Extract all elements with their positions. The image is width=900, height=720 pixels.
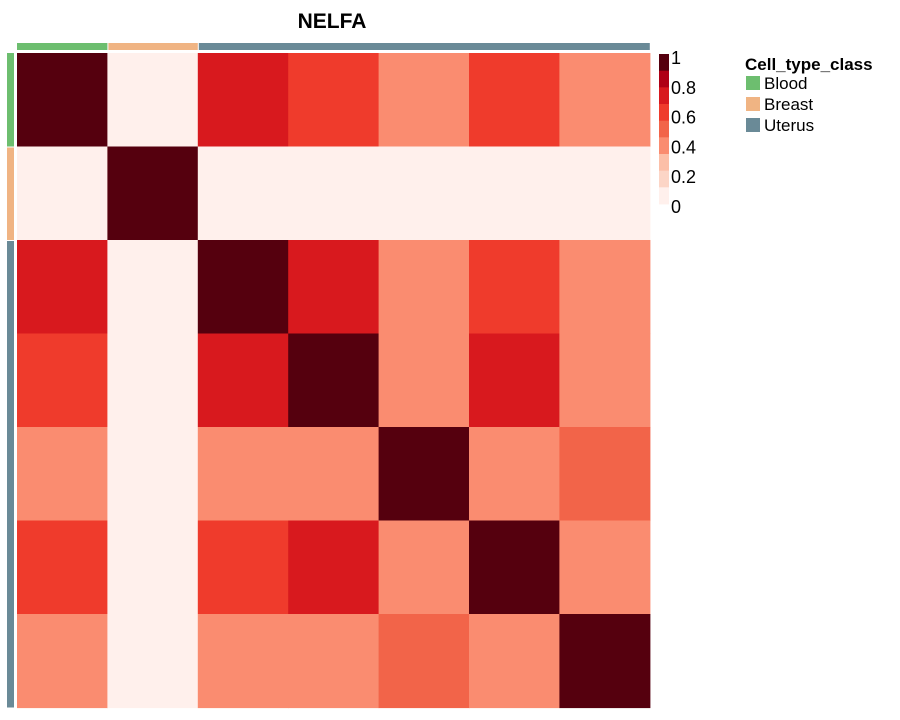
heatmap-cell-r7-c1 bbox=[17, 614, 108, 709]
heatmap-cell-r4-c6 bbox=[469, 333, 560, 428]
heatmap-cell-r4-c7 bbox=[559, 333, 651, 428]
heatmap-cell-r3-c1 bbox=[17, 240, 108, 335]
heatmap-cell-r1-c4 bbox=[288, 53, 380, 148]
heatmap-cell-r5-c6 bbox=[469, 427, 560, 522]
heatmap-cell-r5-c1 bbox=[17, 427, 108, 522]
heatmap-cell-r5-c2 bbox=[107, 427, 199, 522]
heatmap-cell-r6-c4 bbox=[288, 520, 380, 615]
heatmap-cell-r5-c5 bbox=[378, 427, 470, 522]
class-legend-title: Cell_type_class bbox=[745, 55, 873, 74]
heatmap-cell-r1-c2 bbox=[107, 53, 199, 148]
heatmap-cell-r2-c3 bbox=[197, 146, 289, 241]
column-annotation-bar bbox=[17, 43, 650, 50]
color-legend-tick: 0 bbox=[671, 197, 681, 217]
color-legend-swatch bbox=[659, 187, 669, 205]
color-legend-tick: 0.8 bbox=[671, 78, 696, 98]
heatmap-cell-r2-c6 bbox=[469, 146, 560, 241]
class-legend-label-blood: Blood bbox=[764, 74, 807, 93]
heatmap-cell-r2-c4 bbox=[288, 146, 380, 241]
chart-title: NELFA bbox=[298, 10, 367, 33]
color-legend: 1 0.8 0.6 0.4 0.2 0 bbox=[659, 48, 696, 217]
heatmap-cell-r6-c5 bbox=[378, 520, 470, 615]
heatmap-cell-r4-c1 bbox=[17, 333, 108, 428]
heatmap-cell-r3-c6 bbox=[469, 240, 560, 335]
heatmap-cell-r3-c5 bbox=[378, 240, 470, 335]
heatmap-cell-r6-c3 bbox=[197, 520, 289, 615]
row-annotation-breast bbox=[7, 147, 14, 240]
class-legend-swatch-breast bbox=[746, 97, 760, 111]
column-annotation-blood bbox=[17, 43, 108, 50]
heatmap-cell-r2-c2 bbox=[107, 146, 199, 241]
heatmap-cell-r1-c6 bbox=[469, 53, 560, 148]
color-legend-tick: 0.4 bbox=[671, 137, 696, 157]
heatmap-cell-r7-c6 bbox=[469, 614, 560, 709]
heatmap-cell-r5-c7 bbox=[559, 427, 651, 522]
heatmap-cell-r6-c7 bbox=[559, 520, 651, 615]
color-legend-tick: 0.6 bbox=[671, 108, 696, 128]
heatmap-cells bbox=[17, 53, 651, 709]
color-legend-tick: 0.2 bbox=[671, 167, 696, 187]
column-annotation-uterus bbox=[198, 43, 650, 50]
heatmap-cell-r7-c7 bbox=[559, 614, 651, 709]
color-legend-swatch bbox=[659, 70, 669, 88]
heatmap-cell-r1-c1 bbox=[17, 53, 108, 148]
row-annotation-blood bbox=[7, 53, 14, 147]
heatmap-cell-r4-c3 bbox=[197, 333, 289, 428]
class-legend-swatch-uterus bbox=[746, 118, 760, 132]
color-legend-swatch bbox=[659, 137, 669, 155]
heatmap-cell-r3-c2 bbox=[107, 240, 199, 335]
color-legend-tick: 1 bbox=[671, 48, 681, 68]
color-legend-swatch bbox=[659, 154, 669, 172]
color-legend-swatch bbox=[659, 54, 669, 72]
heatmap-cell-r4-c2 bbox=[107, 333, 199, 428]
heatmap-cell-r3-c4 bbox=[288, 240, 380, 335]
heatmap-cell-r3-c3 bbox=[197, 240, 289, 335]
heatmap-cell-r5-c3 bbox=[197, 427, 289, 522]
color-legend-swatch bbox=[659, 120, 669, 138]
heatmap-cell-r2-c7 bbox=[559, 146, 651, 241]
heatmap-cell-r7-c4 bbox=[288, 614, 380, 709]
heatmap-cell-r4-c4 bbox=[288, 333, 380, 428]
heatmap-cell-r1-c5 bbox=[378, 53, 470, 148]
heatmap-cell-r6-c1 bbox=[17, 520, 108, 615]
heatmap-cell-r6-c2 bbox=[107, 520, 199, 615]
color-legend-swatch bbox=[659, 170, 669, 188]
heatmap-cell-r7-c2 bbox=[107, 614, 199, 709]
heatmap-cell-r7-c3 bbox=[197, 614, 289, 709]
column-annotation-breast bbox=[108, 43, 198, 50]
heatmap-cell-r7-c5 bbox=[378, 614, 470, 709]
heatmap-cell-r3-c7 bbox=[559, 240, 651, 335]
row-annotation-uterus bbox=[7, 241, 14, 708]
color-legend-swatch bbox=[659, 104, 669, 122]
class-legend-label-breast: Breast bbox=[764, 95, 813, 114]
heatmap-cell-r6-c6 bbox=[469, 520, 560, 615]
color-legend-swatch bbox=[659, 87, 669, 105]
row-annotation-bar bbox=[7, 53, 14, 708]
heatmap-cell-r1-c3 bbox=[197, 53, 289, 148]
heatmap-cell-r5-c4 bbox=[288, 427, 380, 522]
class-legend-swatch-blood bbox=[746, 76, 760, 90]
heatmap-cell-r4-c5 bbox=[378, 333, 470, 428]
class-legend: Cell_type_class Blood Breast Uterus bbox=[745, 55, 873, 135]
heatmap-cell-r1-c7 bbox=[559, 53, 651, 148]
heatmap-cell-r2-c5 bbox=[378, 146, 470, 241]
class-legend-label-uterus: Uterus bbox=[764, 116, 814, 135]
heatmap-cell-r2-c1 bbox=[17, 146, 108, 241]
